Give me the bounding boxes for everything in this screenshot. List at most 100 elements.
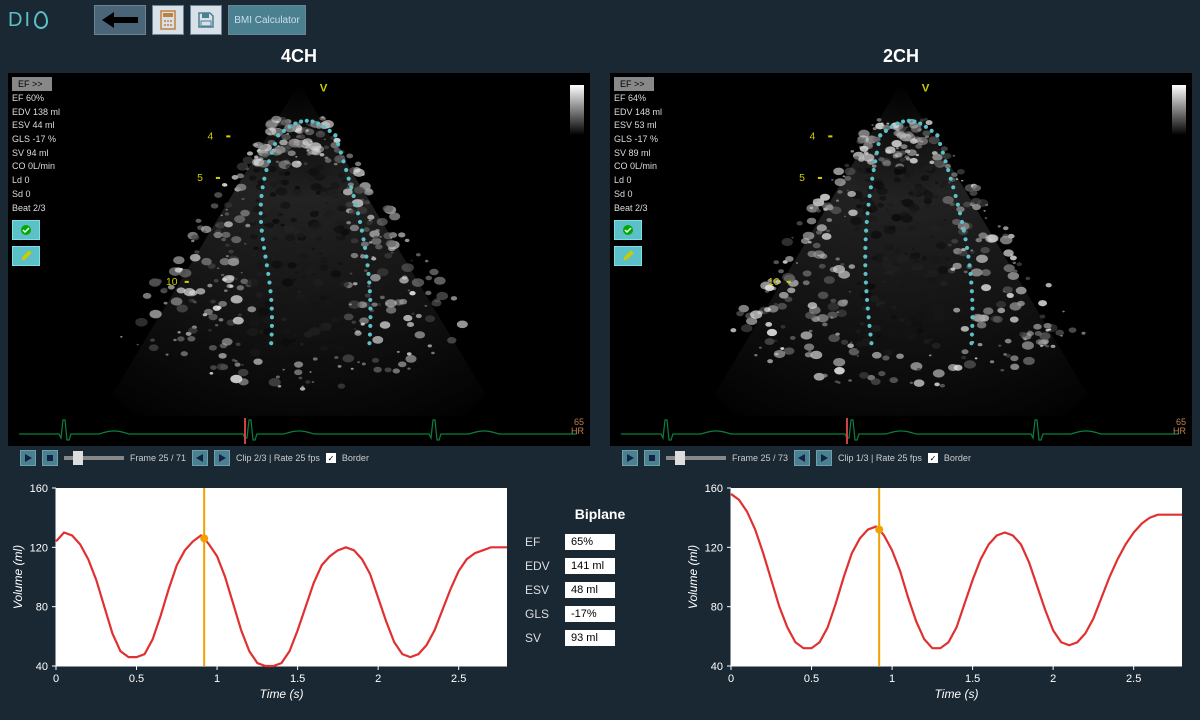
- check-icon: [622, 224, 634, 236]
- biplane-row-ef: EF65%: [525, 534, 615, 550]
- grayscale-bar: [570, 85, 584, 135]
- measurement-row: Sd 0: [614, 189, 678, 201]
- volume-chart-left: 408012016000.511.522.5Volume (ml)Time (s…: [8, 478, 517, 702]
- frame-next-button[interactable]: [214, 450, 230, 466]
- play-button[interactable]: [622, 450, 638, 466]
- frame-slider[interactable]: [64, 456, 124, 460]
- biplane-row-sv: SV93 ml: [525, 630, 615, 646]
- ecg-strip: 65HR: [610, 416, 1192, 446]
- save-button[interactable]: [190, 5, 222, 35]
- measurement-row: EDV 138 ml: [12, 107, 76, 119]
- measurement-row: EDV 148 ml: [614, 107, 678, 119]
- border-label: Border: [342, 453, 369, 463]
- biplane-row-esv: ESV48 ml: [525, 582, 615, 598]
- back-button[interactable]: [94, 5, 146, 35]
- svg-text:5: 5: [799, 173, 805, 184]
- ultrasound-svg: 4510V: [8, 73, 590, 437]
- playback-controls: Frame 25 / 73Clip 1/3 | Rate 25 fps✓Bord…: [610, 446, 1192, 470]
- heart-rate-label: 65HR: [1173, 418, 1186, 436]
- panel-title: 2CH: [610, 40, 1192, 73]
- svg-text:120: 120: [705, 542, 723, 554]
- edit-button[interactable]: [12, 246, 40, 266]
- svg-text:5: 5: [197, 173, 203, 184]
- volume-chart-svg: 408012016000.511.522.5Volume (ml)Time (s…: [683, 478, 1192, 702]
- frame-slider[interactable]: [666, 456, 726, 460]
- accept-button[interactable]: [12, 220, 40, 240]
- measurement-row: Beat 2/3: [12, 203, 76, 215]
- border-checkbox[interactable]: ✓: [326, 453, 336, 463]
- measurement-row: ESV 53 ml: [614, 120, 678, 132]
- biplane-panel: Biplane EF65%EDV141 mlESV48 mlGLS-17%SV9…: [525, 478, 675, 702]
- echo-image-area[interactable]: EF >>EF 64%EDV 148 mlESV 53 mlGLS -17 %S…: [610, 73, 1192, 416]
- svg-text:0: 0: [53, 673, 59, 685]
- border-label: Border: [944, 453, 971, 463]
- echo-panel-2ch: 2CHEF >>EF 64%EDV 148 mlESV 53 mlGLS -17…: [610, 40, 1192, 470]
- bmi-calculator-button[interactable]: BMI Calculator: [228, 5, 306, 35]
- svg-text:10: 10: [166, 277, 178, 288]
- calculator-button[interactable]: [152, 5, 184, 35]
- frame-prev-button[interactable]: [794, 450, 810, 466]
- stop-button[interactable]: [644, 450, 660, 466]
- arrow-left-icon: [102, 12, 138, 28]
- ecg-strip: 65HR: [8, 416, 590, 446]
- svg-text:2: 2: [1050, 673, 1056, 685]
- biplane-value: -17%: [565, 606, 615, 622]
- svg-text:80: 80: [36, 602, 48, 614]
- bmi-label: BMI Calculator: [234, 15, 300, 26]
- echo-image-area[interactable]: EF >>EF 60%EDV 138 mlESV 44 mlGLS -17 %S…: [8, 73, 590, 416]
- border-checkbox[interactable]: ✓: [928, 453, 938, 463]
- svg-text:0.5: 0.5: [804, 673, 819, 685]
- pencil-icon: [20, 250, 32, 262]
- svg-text:160: 160: [705, 483, 723, 495]
- frame-readout: Frame 25 / 71: [130, 453, 186, 463]
- main-panels: 4CHEF >>EF 60%EDV 138 mlESV 44 mlGLS -17…: [0, 40, 1200, 470]
- measurement-row: ESV 44 ml: [12, 120, 76, 132]
- biplane-row-gls: GLS-17%: [525, 606, 615, 622]
- measurement-row: Ld 0: [614, 175, 678, 187]
- logo: DI: [8, 9, 48, 32]
- measurement-row: Beat 2/3: [614, 203, 678, 215]
- svg-text:1: 1: [889, 673, 895, 685]
- measurement-sidebar: EF >>EF 60%EDV 138 mlESV 44 mlGLS -17 %S…: [8, 73, 80, 416]
- ef-header[interactable]: EF >>: [12, 77, 52, 91]
- echo-panel-4ch: 4CHEF >>EF 60%EDV 138 mlESV 44 mlGLS -17…: [8, 40, 590, 470]
- svg-text:10: 10: [768, 277, 780, 288]
- stop-button[interactable]: [42, 450, 58, 466]
- edit-button[interactable]: [614, 246, 642, 266]
- svg-text:Volume (ml): Volume (ml): [11, 545, 25, 609]
- save-icon: [197, 11, 215, 29]
- biplane-label: EDV: [525, 559, 555, 573]
- panel-title: 4CH: [8, 40, 590, 73]
- measurement-row: GLS -17 %: [12, 134, 76, 146]
- accept-button[interactable]: [614, 220, 642, 240]
- svg-text:0.5: 0.5: [129, 673, 144, 685]
- svg-text:2.5: 2.5: [1126, 673, 1141, 685]
- play-button[interactable]: [20, 450, 36, 466]
- measurement-sidebar: EF >>EF 64%EDV 148 mlESV 53 mlGLS -17 %S…: [610, 73, 682, 416]
- measurement-row: CO 0L/min: [12, 161, 76, 173]
- svg-text:40: 40: [36, 661, 48, 673]
- check-icon: [20, 224, 32, 236]
- heart-rate-label: 65HR: [571, 418, 584, 436]
- measurement-row: SV 94 ml: [12, 148, 76, 160]
- measurement-row: Ld 0: [12, 175, 76, 187]
- clip-rate-label: Clip 2/3 | Rate 25 fps: [236, 453, 320, 463]
- frame-prev-button[interactable]: [192, 450, 208, 466]
- svg-text:4: 4: [208, 132, 214, 143]
- ultrasound-svg: 4510V: [610, 73, 1192, 437]
- biplane-label: EF: [525, 535, 555, 549]
- logo-drop-icon: [34, 11, 48, 29]
- measurement-row: GLS -17 %: [614, 134, 678, 146]
- volume-chart-right: 408012016000.511.522.5Volume (ml)Time (s…: [683, 478, 1192, 702]
- frame-next-button[interactable]: [816, 450, 832, 466]
- logo-text: DI: [8, 9, 32, 32]
- svg-text:80: 80: [711, 602, 723, 614]
- biplane-label: SV: [525, 631, 555, 645]
- svg-text:1.5: 1.5: [290, 673, 305, 685]
- calculator-icon: [159, 10, 177, 30]
- svg-text:0: 0: [728, 673, 734, 685]
- measurement-row: Sd 0: [12, 189, 76, 201]
- ef-header[interactable]: EF >>: [614, 77, 654, 91]
- clip-rate-label: Clip 1/3 | Rate 25 fps: [838, 453, 922, 463]
- svg-text:120: 120: [30, 542, 48, 554]
